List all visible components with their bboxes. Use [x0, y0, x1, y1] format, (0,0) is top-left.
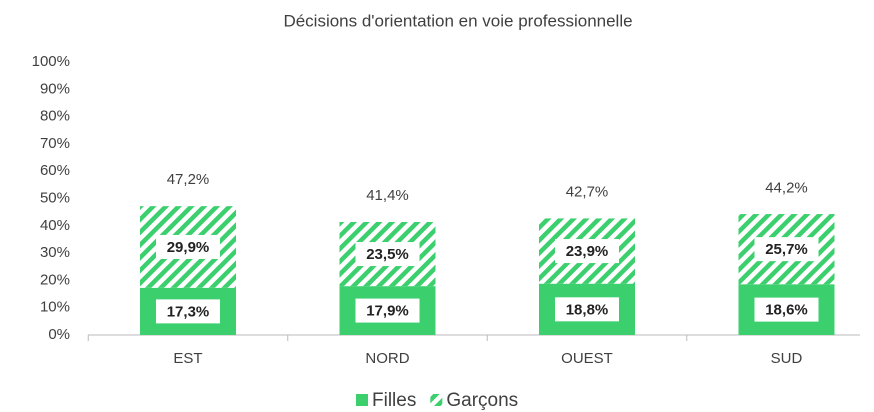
value-label: 29,9% — [167, 239, 210, 256]
x-tick-label: EST — [173, 350, 202, 367]
x-tick-label: OUEST — [561, 350, 613, 367]
value-label: 23,9% — [566, 243, 609, 260]
y-tick-label: 90% — [40, 80, 70, 97]
value-label-box — [156, 234, 220, 259]
y-tick-label: 70% — [40, 135, 70, 152]
y-tick-label: 40% — [40, 217, 70, 234]
chart-title: Décisions d'orientation en voie professi… — [283, 11, 632, 30]
value-label-box — [555, 239, 619, 264]
value-label-box — [555, 297, 619, 322]
total-label: 44,2% — [765, 179, 808, 196]
x-tick-label: NORD — [365, 350, 409, 367]
value-label: 17,9% — [366, 303, 409, 320]
value-label: 23,5% — [366, 246, 409, 263]
y-tick-label: 50% — [40, 189, 70, 206]
y-tick-label: 100% — [32, 53, 70, 70]
legend-swatch — [430, 394, 443, 406]
legend-label: Filles — [372, 390, 416, 411]
value-label-box — [754, 237, 819, 262]
legend-label: Garçons — [446, 390, 518, 411]
value-label: 18,8% — [566, 301, 609, 318]
value-label-box — [754, 297, 819, 322]
value-label-box — [355, 298, 420, 323]
total-label: 47,2% — [167, 171, 210, 188]
total-label: 41,4% — [366, 187, 409, 204]
value-label-box — [355, 242, 420, 267]
y-tick-label: 80% — [40, 108, 70, 125]
y-tick-label: 30% — [40, 244, 70, 261]
value-label: 25,7% — [765, 241, 808, 258]
legend-swatch — [356, 394, 368, 406]
value-label: 18,6% — [765, 302, 808, 319]
x-tick-label: SUD — [771, 350, 803, 367]
y-tick-label: 60% — [40, 162, 70, 179]
value-label-box — [156, 299, 220, 324]
total-label: 42,7% — [566, 183, 609, 200]
y-tick-label: 0% — [48, 326, 70, 343]
value-label: 17,3% — [167, 303, 210, 320]
y-tick-label: 10% — [40, 299, 70, 316]
y-tick-label: 20% — [40, 271, 70, 288]
